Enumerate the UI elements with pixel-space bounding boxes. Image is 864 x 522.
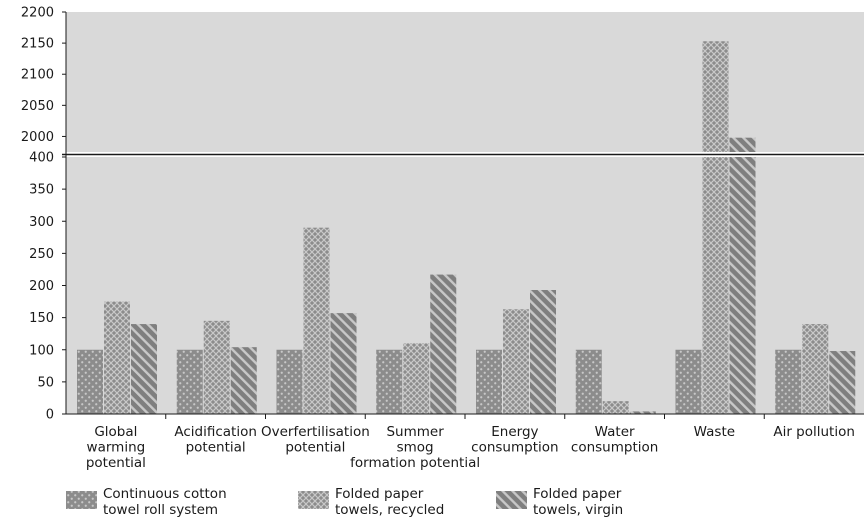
y-tick-label: 0 (46, 408, 54, 423)
bar-1-1 (203, 320, 230, 414)
bar-0-7 (775, 349, 802, 414)
x-category-label: Water consumption (571, 424, 658, 456)
y-tick-label: 2050 (21, 99, 54, 114)
bar-0-0 (77, 349, 103, 414)
legend-label-line: Folded paper (533, 486, 622, 502)
bar-0-1 (176, 349, 203, 414)
bar-2-6-lower (729, 157, 756, 414)
x-category-label-line: Air pollution (773, 424, 855, 440)
x-category-label-line: formation potential (350, 455, 480, 471)
legend-label-line: Folded paper (335, 486, 424, 502)
x-category-label: Overfertilisation potential (261, 424, 370, 456)
y-tick-label: 150 (29, 311, 54, 326)
x-category-label-line: Waste (694, 424, 735, 440)
bar-1-4 (503, 309, 529, 414)
y-tick-label: 200 (29, 279, 54, 294)
legend-label-0: Continuous cotton towel roll system (103, 486, 227, 518)
y-tick-label: 2200 (21, 6, 54, 21)
x-category-label-line: Global (94, 424, 137, 440)
legend-label-line: towel roll system (103, 502, 218, 518)
bar-2-7 (829, 351, 856, 414)
x-category-label-line: consumption (471, 440, 558, 456)
y-tick-label: 2150 (21, 37, 54, 52)
legend-swatch-0 (66, 491, 97, 509)
bar-2-3 (430, 274, 457, 414)
bar-0-3 (376, 349, 403, 414)
bar-1-6-lower (702, 157, 729, 414)
bar-0-4 (476, 349, 502, 414)
bar-1-2 (303, 227, 330, 414)
legend-label-line: towels, recycled (335, 502, 444, 518)
y-tick-label: 2100 (21, 68, 54, 83)
bar-0-2 (276, 349, 303, 414)
bar-2-5 (629, 411, 656, 414)
x-category-label-line: potential (186, 440, 246, 456)
legend-swatch-2 (496, 491, 527, 509)
x-category-label-line: Summer (386, 424, 444, 440)
x-category-label: Energy consumption (471, 424, 558, 456)
bar-0-5 (575, 349, 602, 414)
x-category-label: Summer smog formation potential (350, 424, 480, 471)
bar-0-6 (675, 349, 702, 414)
x-category-label-line: Overfertilisation (261, 424, 370, 440)
x-category-label-line: warming (87, 440, 146, 456)
y-tick-label: 2000 (21, 130, 54, 145)
upper-panel (66, 12, 864, 152)
bar-1-6-upper (702, 41, 729, 152)
x-category-label: Global warming potential (86, 424, 146, 471)
bar-1-3 (403, 343, 430, 414)
legend: Continuous cotton towel roll system Folded… (66, 486, 623, 518)
bar-2-1 (230, 347, 257, 414)
x-category-label-line: Water (595, 424, 635, 440)
x-category-label-line: potential (285, 440, 345, 456)
x-category-label: Acidification potential (174, 424, 257, 456)
y-tick-label: 350 (29, 183, 54, 198)
x-category-label-line: Acidification (174, 424, 257, 440)
legend-label-1: Folded paper towels, recycled (335, 486, 444, 518)
bar-2-0 (131, 324, 157, 414)
bar-2-6-upper (729, 137, 756, 152)
bar-1-5 (602, 401, 629, 414)
x-category-label-line: consumption (571, 440, 658, 456)
legend-swatch-1 (298, 491, 329, 509)
y-tick-label: 250 (29, 247, 54, 262)
legend-label-line: towels, virgin (533, 502, 623, 518)
x-category-label-line: potential (86, 455, 146, 471)
x-category-label-line: smog (397, 440, 434, 456)
labels-layer: 0 50 100 150 200 250 300 350 400 2000 2050 2100 2150… (21, 6, 855, 472)
bar-1-7 (802, 324, 829, 414)
y-tick-label: 50 (37, 375, 54, 390)
x-category-label-line: Energy (491, 424, 538, 440)
x-category-label: Waste (694, 424, 735, 440)
axes-layer (62, 11, 864, 419)
y-tick-label: 100 (29, 343, 54, 358)
y-tick-label: 400 (29, 151, 54, 166)
bar-2-4 (530, 289, 556, 414)
legend-label-2: Folded paper towels, virgin (533, 486, 623, 518)
bars-layer (77, 41, 856, 414)
y-tick-label: 300 (29, 215, 54, 230)
bar-2-2 (330, 313, 357, 414)
x-category-label: Air pollution (773, 424, 855, 440)
legend-label-line: Continuous cotton (103, 486, 227, 502)
bar-1-0 (104, 301, 130, 414)
